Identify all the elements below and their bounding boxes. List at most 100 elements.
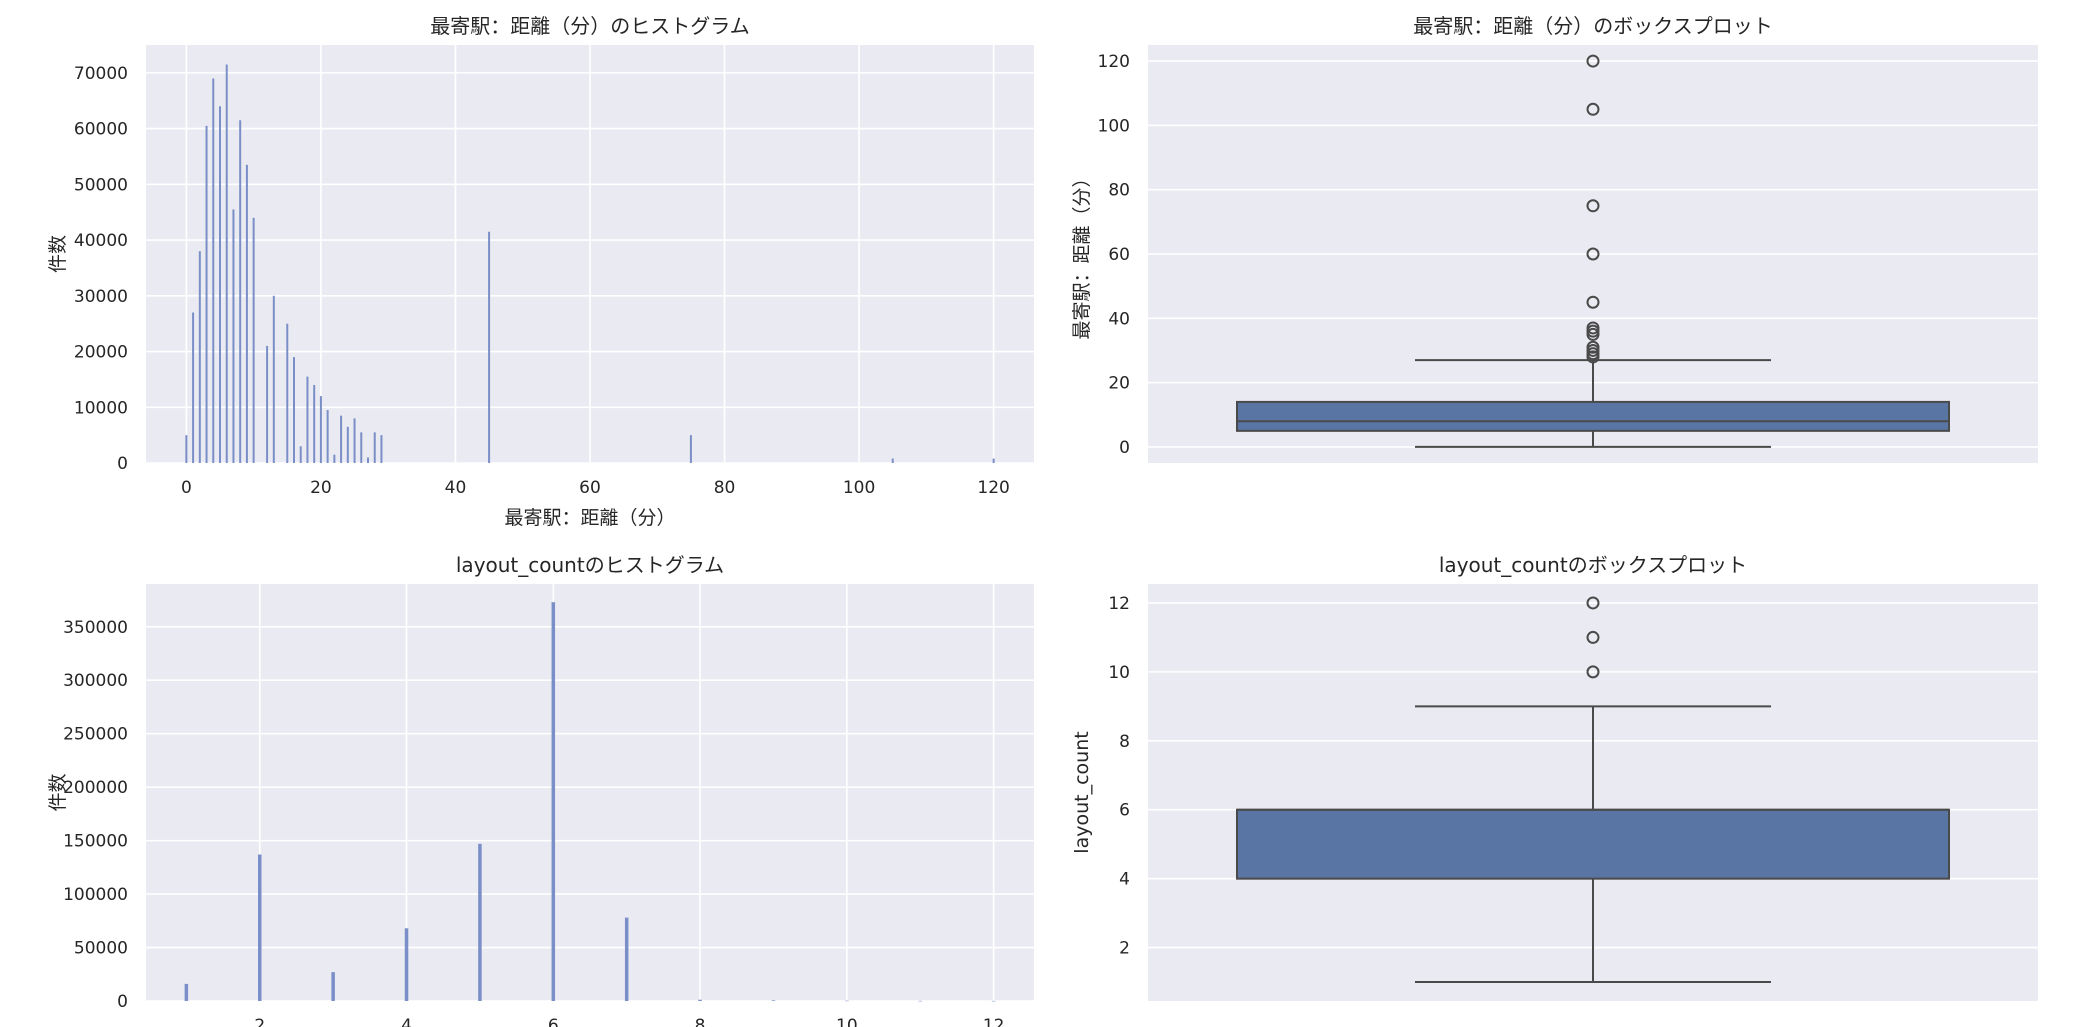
histogram-bar — [551, 602, 556, 1001]
outlier-point — [1586, 247, 1600, 261]
x-axis-label: 最寄駅：距離（分） — [504, 507, 675, 529]
y-tick-label: 70000 — [74, 64, 128, 84]
histogram-bar — [192, 312, 195, 463]
y-tick-label: 60 — [1108, 245, 1130, 265]
x-tick-label: 60 — [579, 478, 601, 498]
histogram-bar — [313, 384, 316, 463]
x-tick-label: 40 — [445, 478, 467, 498]
histogram-bar — [198, 251, 201, 463]
box-layout-chart: 2 4 6 8 10 12 layout_countのボックスプロット layout_coun… — [1071, 553, 2038, 1001]
y-axis-label: 最寄駅：距離（分） — [1071, 168, 1093, 339]
histogram-bar — [219, 106, 221, 463]
chart-title: layout_countのヒストグラム — [456, 553, 724, 577]
y-tick-label: 150000 — [63, 832, 128, 852]
outlier-point — [1586, 295, 1600, 309]
histogram-bar — [205, 125, 208, 464]
histogram-bar — [306, 376, 309, 463]
y-tick-label: 10000 — [74, 398, 128, 418]
y-tick-label: 250000 — [63, 725, 128, 745]
x-tick-label: 2 — [254, 1016, 265, 1027]
histogram-bar — [373, 432, 376, 463]
box-iqr — [1236, 400, 1950, 432]
histogram-bar — [266, 345, 269, 463]
histogram-bar — [185, 435, 188, 463]
histogram-bar — [245, 164, 248, 463]
histogram-bar — [689, 435, 692, 463]
y-tick-label: 50000 — [74, 939, 128, 959]
chart-title: 最寄駅：距離（分）のボックスプロット — [1413, 14, 1772, 38]
histogram-bar — [239, 120, 242, 464]
histogram-bar — [771, 1000, 776, 1001]
y-tick-label: 100000 — [63, 885, 128, 905]
y-axis-label: 件数 — [47, 773, 69, 811]
histogram-bar — [624, 917, 629, 1001]
histogram-bar — [488, 231, 491, 463]
x-tick-label: 4 — [401, 1016, 412, 1027]
y-tick-label: 300000 — [63, 671, 128, 691]
y-tick-label: 80 — [1108, 181, 1130, 201]
hist-distance-chart: 0 10000 20000 30000 40000 50000 60000 70000 0 20 4… — [47, 14, 1034, 529]
histogram-bar — [891, 458, 894, 463]
x-tick-label: 20 — [310, 478, 332, 498]
y-tick-label: 0 — [1119, 438, 1130, 458]
histogram-bar — [992, 458, 995, 463]
histogram-bar — [360, 432, 363, 463]
y-tick-label: 4 — [1119, 870, 1130, 890]
hist-layout-plot-area — [146, 584, 1034, 1001]
x-tick-label: 120 — [977, 478, 1009, 498]
histogram-bar — [319, 396, 322, 463]
histogram-bar — [918, 1000, 922, 1002]
y-tick-label: 60000 — [74, 120, 128, 140]
x-tick-label: 6 — [548, 1016, 559, 1027]
x-tick-label: 80 — [714, 478, 736, 498]
y-tick-label: 0 — [117, 454, 128, 474]
outlier-point — [1586, 321, 1600, 335]
box-distance-chart: 0 20 40 60 80 100 120 最寄駅：距離（分）のボックスプロット最寄駅：距離（… — [1071, 14, 2038, 463]
y-tick-label: 50000 — [74, 175, 128, 195]
histogram-bar — [478, 843, 482, 1001]
histogram-bar — [286, 323, 289, 463]
y-tick-label: 200000 — [63, 778, 128, 798]
histogram-bar — [333, 454, 336, 463]
histogram-bar — [340, 415, 343, 463]
histogram-bar — [346, 426, 349, 463]
histogram-bar — [299, 446, 302, 463]
outlier-point — [1586, 102, 1600, 116]
y-tick-label: 100 — [1098, 116, 1130, 136]
y-tick-label: 350000 — [63, 618, 128, 638]
histogram-bar — [845, 1000, 849, 1002]
histogram-bar — [698, 999, 702, 1001]
histogram-bar — [326, 410, 329, 463]
x-tick-label: 12 — [983, 1016, 1005, 1027]
histogram-bar — [232, 209, 235, 463]
histogram-bar — [252, 217, 255, 463]
outlier-point — [1586, 596, 1600, 610]
box-iqr — [1236, 808, 1950, 880]
hist-layout-chart: 0 50000 100000 150000 200000 250000 300000 3500… — [47, 553, 1034, 1027]
outlier-point — [1586, 665, 1600, 679]
y-tick-label: 8 — [1119, 732, 1130, 752]
y-axis-label: layout_count — [1071, 731, 1093, 853]
histogram-bar — [293, 357, 295, 463]
y-tick-label: 20 — [1108, 374, 1130, 394]
y-tick-label: 40000 — [74, 231, 128, 251]
y-tick-label: 2 — [1119, 939, 1130, 959]
histogram-bar — [272, 295, 275, 463]
histogram-bar — [991, 1000, 996, 1002]
histogram-bar — [225, 64, 228, 464]
outlier-point — [1586, 340, 1600, 354]
y-tick-label: 10 — [1108, 663, 1130, 683]
y-tick-label: 0 — [117, 992, 128, 1012]
histogram-bar — [331, 972, 335, 1001]
histogram-bar — [404, 928, 409, 1001]
histogram-bar — [184, 983, 189, 1001]
x-tick-label: 100 — [843, 478, 875, 498]
histogram-bar — [367, 457, 369, 463]
histogram-bar — [380, 435, 383, 463]
y-tick-label: 20000 — [74, 343, 128, 363]
outlier-point — [1586, 630, 1600, 644]
chart-title: 最寄駅：距離（分）のヒストグラム — [430, 14, 749, 38]
histogram-bar — [212, 78, 215, 463]
chart-title: layout_countのボックスプロット — [1439, 553, 1747, 577]
